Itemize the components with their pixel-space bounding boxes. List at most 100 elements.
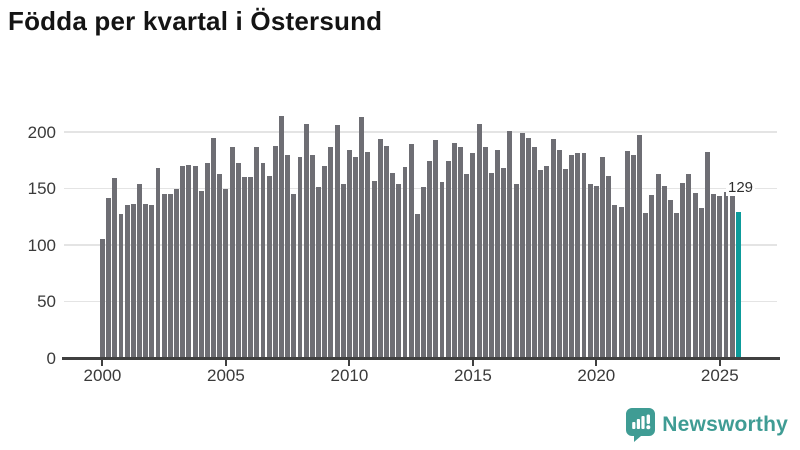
x-axis-tick-2015 (471, 359, 474, 366)
bar-2010-Q4 (365, 152, 371, 358)
x-axis-tick-label-2005: 2005 (207, 366, 245, 385)
bar-2016-Q3 (507, 130, 513, 358)
bar-2008-Q4 (316, 187, 321, 358)
x-axis-line (62, 357, 780, 360)
newsworthy-speech-bubble-chart-icon (626, 408, 656, 442)
newsworthy-logo[interactable]: Newsworthy (626, 408, 788, 442)
bar-2009-Q1 (322, 165, 328, 358)
bar-2024-Q4 (711, 194, 717, 358)
bar-2025-Q3 (729, 190, 735, 358)
bar-2022-Q1 (643, 213, 649, 358)
bar-2011-Q3 (383, 145, 389, 358)
bar-2021-Q4 (637, 135, 643, 358)
bar-2005-Q2 (229, 146, 235, 358)
bar-2015-Q2 (476, 124, 482, 358)
bar-2006-Q4 (266, 176, 272, 358)
bar-2014-Q2 (451, 143, 457, 358)
bar-2024-Q1 (692, 193, 698, 358)
bar-2008-Q2 (303, 124, 309, 358)
bar-2013-Q3 (433, 139, 439, 358)
bar-2004-Q4 (217, 173, 223, 358)
bar-2025-Q1 (717, 196, 723, 358)
bar-2021-Q2 (624, 151, 630, 358)
y-axis-tick-label-150: 150 (27, 179, 56, 198)
y-axis-tick-label-0: 0 (46, 348, 56, 368)
bar-2009-Q3 (334, 125, 340, 358)
bar-2016-Q2 (501, 168, 507, 358)
bar-2014-Q1 (445, 161, 451, 358)
bar-2003-Q2 (180, 165, 186, 358)
bar-2021-Q3 (630, 154, 636, 358)
y-axis-tick-label-50: 50 (37, 292, 56, 311)
bar-2016-Q1 (495, 150, 501, 358)
bar-2020-Q2 (600, 156, 605, 358)
x-axis-tick-label-2025: 2025 (700, 366, 739, 385)
x-axis-tick-label-2015: 2015 (453, 366, 492, 385)
bar-2009-Q2 (328, 146, 334, 358)
bar-2013-Q4 (439, 181, 445, 358)
gridline-50 (64, 300, 777, 303)
chart-title: Födda per kvartal i Östersund (8, 6, 383, 36)
bar-2009-Q4 (340, 183, 346, 358)
bar-2020-Q4 (612, 205, 618, 358)
bar-2005-Q1 (223, 188, 229, 358)
bar-2000-Q3 (112, 178, 118, 358)
bar-2018-Q1 (544, 165, 550, 358)
bar-2010-Q3 (359, 117, 365, 358)
bar-2002-Q1 (149, 205, 155, 358)
bar-2008-Q1 (297, 156, 303, 358)
bar-2015-Q4 (488, 172, 494, 358)
newsworthy-wordmark: Newsworthy (662, 413, 788, 436)
bar-2011-Q2 (377, 138, 383, 358)
x-axis-tick-2020 (595, 359, 598, 366)
bar-2022-Q2 (649, 195, 655, 358)
bar-2008-Q3 (309, 154, 315, 358)
gridline-100 (64, 244, 777, 246)
bar-2015-Q1 (470, 153, 476, 358)
bar-2002-Q4 (167, 194, 173, 358)
bar-2005-Q3 (235, 162, 241, 358)
bar-2020-Q3 (606, 176, 612, 358)
bar-2025-Q4 (735, 212, 741, 358)
bar-2019-Q3 (581, 153, 587, 358)
bar-2015-Q3 (482, 146, 488, 358)
bar-2020-Q1 (593, 186, 599, 358)
bar-2017-Q3 (532, 146, 538, 358)
bar-2021-Q1 (618, 206, 624, 358)
bar-2003-Q1 (174, 188, 180, 358)
bar-2011-Q1 (371, 180, 377, 358)
bar-2018-Q2 (550, 138, 556, 358)
bar-2025-Q2 (723, 191, 729, 358)
bar-2022-Q4 (661, 186, 667, 358)
bar-2006-Q2 (254, 146, 260, 358)
bar-2006-Q1 (248, 177, 254, 358)
bar-2002-Q3 (161, 194, 167, 358)
bar-2004-Q3 (211, 137, 217, 358)
bar-2018-Q3 (556, 150, 562, 358)
bar-2023-Q3 (680, 182, 686, 358)
bar-2007-Q3 (285, 154, 291, 358)
bar-2017-Q1 (519, 133, 525, 358)
x-axis-tick-label-2010: 2010 (330, 366, 369, 385)
x-axis-tick-2010 (348, 359, 351, 366)
bar-2003-Q4 (192, 165, 198, 358)
x-axis-tick-label-2000: 2000 (83, 366, 122, 385)
bar-2024-Q2 (698, 207, 704, 358)
gridline-150 (64, 187, 777, 190)
bar-2000-Q4 (118, 214, 124, 358)
bar-2012-Q3 (408, 144, 414, 358)
bar-2007-Q1 (272, 145, 278, 358)
bar-2001-Q3 (137, 183, 142, 358)
y-axis-tick-label-100: 100 (27, 235, 56, 255)
bar-2001-Q4 (143, 204, 149, 358)
bar-2014-Q3 (458, 146, 463, 358)
bar-2012-Q4 (414, 214, 420, 358)
bar-2004-Q2 (204, 162, 210, 358)
bar-2022-Q3 (655, 173, 661, 358)
bar-2014-Q4 (464, 173, 470, 358)
bar-2023-Q4 (686, 173, 692, 358)
bar-2001-Q1 (124, 205, 130, 358)
x-axis-tick-2005 (224, 359, 227, 366)
latest-value-label: 129 (726, 179, 756, 196)
bar-2018-Q4 (563, 169, 568, 358)
